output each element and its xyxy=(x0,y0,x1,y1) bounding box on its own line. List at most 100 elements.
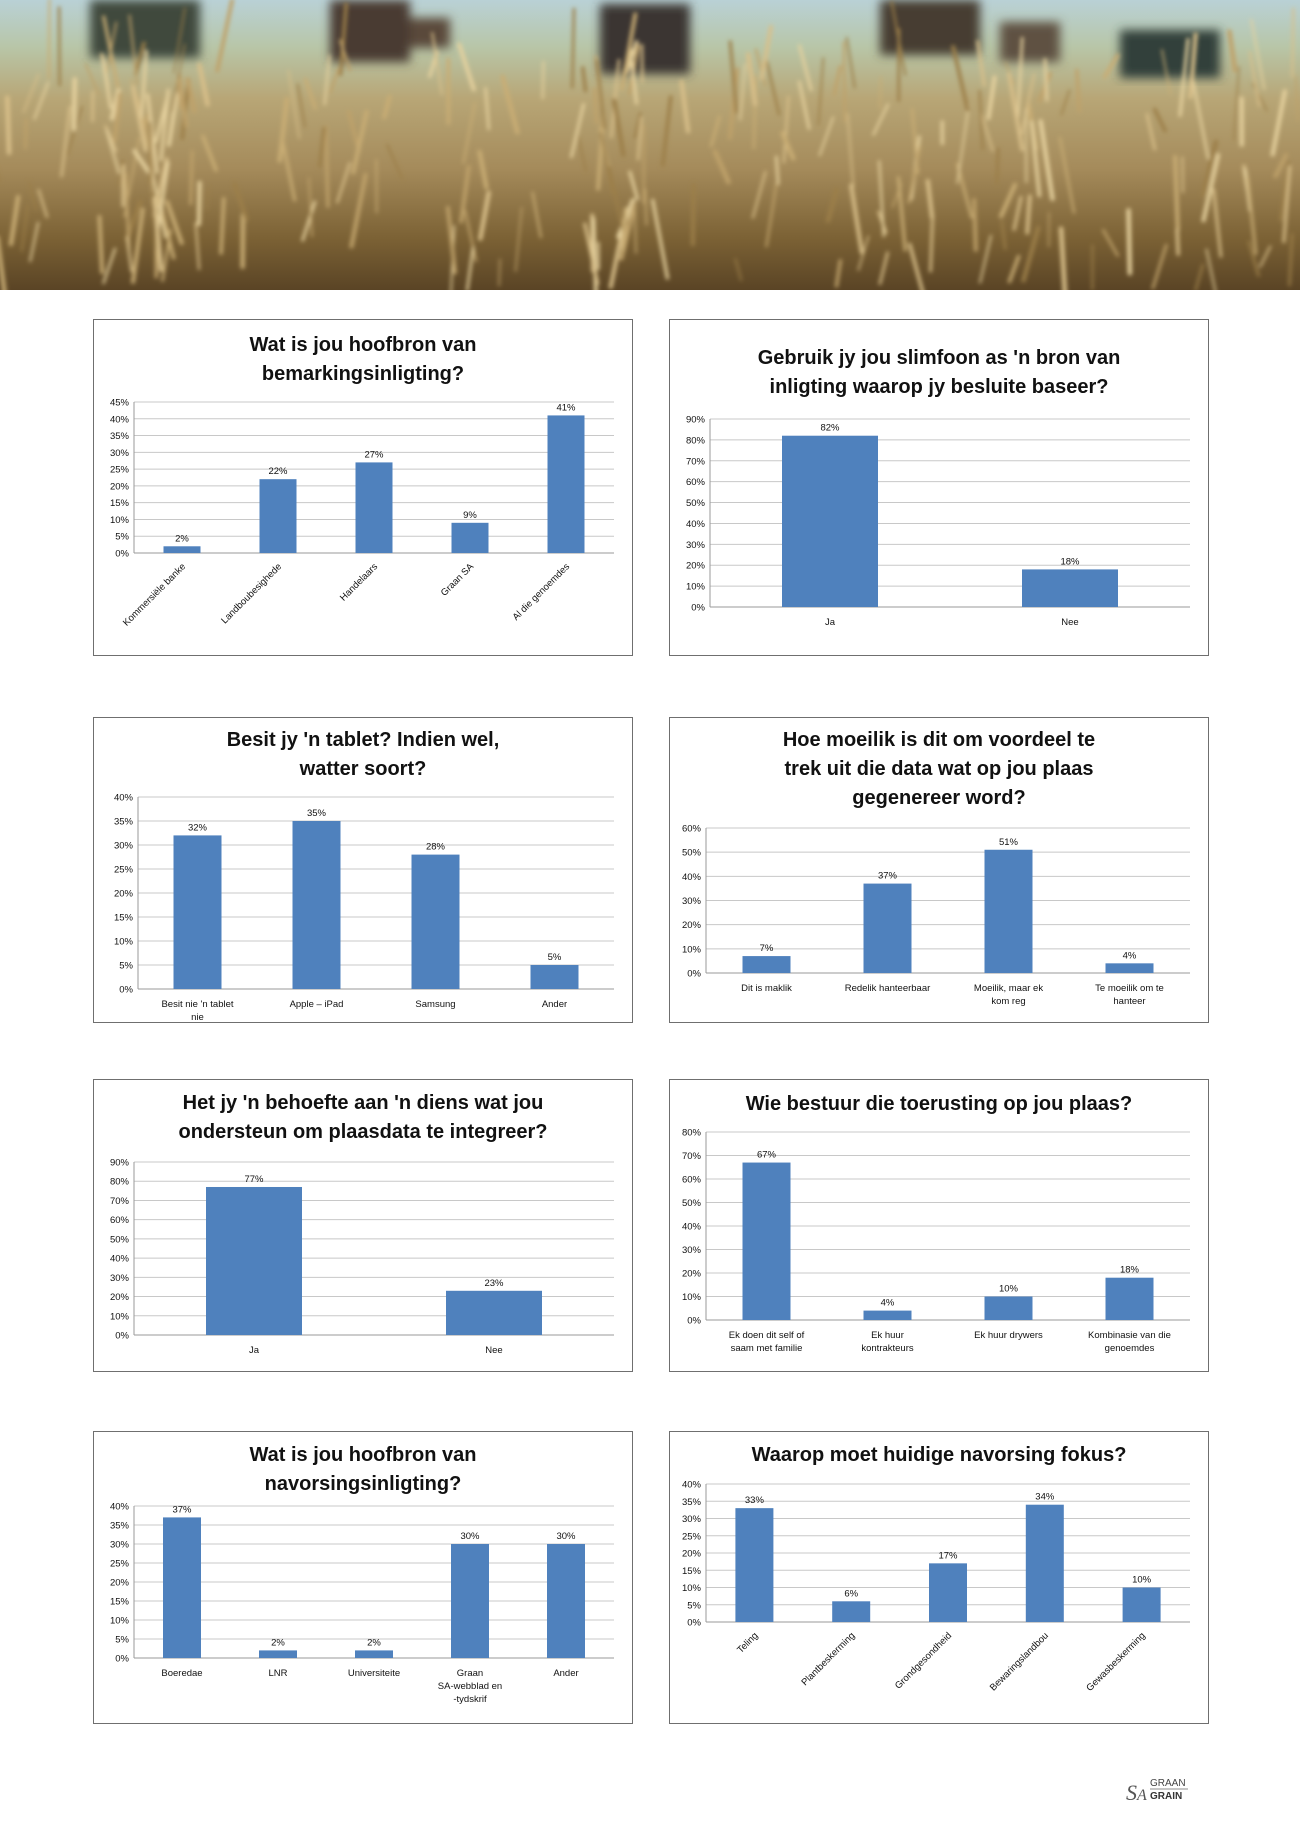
bar xyxy=(547,1544,585,1658)
y-tick-label: 30% xyxy=(682,1514,702,1525)
x-category-label: Samsung xyxy=(415,999,455,1010)
data-label: 18% xyxy=(1120,1265,1140,1276)
wheat-stalk xyxy=(644,188,648,226)
graan-sa-logo: S A GRAAN GRAIN xyxy=(1124,1772,1194,1806)
chart-equipment-management: 0% 10% 20% 30% 40% 50% 60% 70% 80% 67% Ek doen dit… xyxy=(669,1079,1209,1372)
wheat-stalk xyxy=(1126,208,1132,276)
x-category-label: Te moeilik om te hanteer xyxy=(1095,983,1164,1007)
y-tick-label: 10% xyxy=(110,1311,130,1322)
wheat-stalk xyxy=(1024,108,1028,184)
data-label: 34% xyxy=(1035,1492,1055,1503)
wheat-stalk xyxy=(1161,49,1172,95)
wheat-stalk xyxy=(1233,66,1240,141)
chart-0-plot: 0% 5% 10% 15% 20% 25% 30% 35% 40% 45% 2% Kommersiël… xyxy=(110,398,614,628)
bar xyxy=(929,1563,967,1622)
x-category-label: Nee xyxy=(1061,617,1078,628)
wheat-stalk xyxy=(336,161,351,204)
y-tick-label: 20% xyxy=(110,1578,130,1589)
x-category-label: Al die genoemdes xyxy=(511,561,573,623)
wheat-stalk xyxy=(33,81,50,120)
wheat-stalk xyxy=(1251,82,1268,112)
wheat-stalk xyxy=(1151,243,1168,290)
y-tick-label: 70% xyxy=(682,1151,702,1162)
wheat-stalk xyxy=(446,205,457,275)
chart-title: Gebruik jy jou slimfoon as 'n bron van i… xyxy=(757,347,1121,398)
y-tick-label: 15% xyxy=(110,498,130,509)
x-category-label: Boeredae xyxy=(161,1668,202,1679)
x-category-label: LNR xyxy=(268,1668,287,1679)
svg-text:GRAAN: GRAAN xyxy=(1150,1778,1186,1789)
wheat-stalk xyxy=(976,40,986,87)
bar xyxy=(735,1508,774,1622)
data-label: 67% xyxy=(757,1150,777,1161)
harvester-silhouettes xyxy=(90,0,1220,78)
y-tick-label: 0% xyxy=(687,1618,701,1629)
wheat-stalk xyxy=(47,0,51,80)
wheat-stalk xyxy=(1038,119,1055,202)
wheat-stalk xyxy=(879,75,882,110)
x-category-label: Grondgesondheid xyxy=(893,1630,954,1691)
chart-3-plot: 0% 10% 20% 30% 40% 50% 60% 7% Dit is maklik 37% Re… xyxy=(682,824,1190,1007)
y-tick-label: 80% xyxy=(110,1177,130,1188)
wheat-stalk xyxy=(1250,18,1266,90)
y-tick-label: 40% xyxy=(682,1480,702,1491)
x-category-label: Apple – iPad xyxy=(290,999,344,1010)
wheat-stalk xyxy=(462,102,476,164)
wheat-stalk xyxy=(206,186,209,210)
bar xyxy=(742,956,791,973)
y-tick-label: 10% xyxy=(114,937,134,948)
data-label: 28% xyxy=(426,842,446,853)
data-label: 30% xyxy=(460,1531,480,1542)
wheat-stalk xyxy=(97,214,105,275)
wheat-stalk xyxy=(185,77,197,114)
wheat-stalk xyxy=(596,113,606,191)
data-label: 51% xyxy=(999,837,1019,848)
chart-farm-data-difficulty: 0% 10% 20% 30% 40% 50% 60% 7% Dit is maklik 37% Re… xyxy=(669,717,1209,1023)
wheat-stalk xyxy=(329,68,340,95)
data-label: 10% xyxy=(999,1284,1019,1295)
wheat-stalk xyxy=(583,222,600,286)
wheat-stalk xyxy=(577,134,587,172)
y-tick-label: 30% xyxy=(114,841,134,852)
wheat-stalk xyxy=(541,60,545,100)
data-label: 82% xyxy=(820,423,840,434)
y-tick-label: 20% xyxy=(110,1292,130,1303)
y-tick-label: 15% xyxy=(110,1597,130,1608)
wheat-stalk xyxy=(818,116,835,157)
data-label: 18% xyxy=(1060,556,1080,567)
wheat-stalk xyxy=(1007,254,1021,284)
wheat-stalk xyxy=(301,200,317,242)
wheat-stalk xyxy=(457,42,476,92)
bar xyxy=(863,883,912,973)
hero-photo-art xyxy=(0,0,1299,290)
y-tick-label: 0% xyxy=(691,603,705,614)
wheat-stalk xyxy=(281,141,297,202)
y-tick-label: 5% xyxy=(115,1635,129,1646)
data-label: 41% xyxy=(556,402,576,413)
y-tick-label: 50% xyxy=(686,498,706,509)
wheat-stalk xyxy=(1152,107,1167,133)
bar xyxy=(163,546,201,553)
y-tick-label: 70% xyxy=(110,1196,130,1207)
wheat-stalk xyxy=(22,73,40,113)
bar xyxy=(206,1186,302,1335)
bar xyxy=(355,462,393,553)
svg-text:S: S xyxy=(1126,1780,1137,1805)
wheat-stalk xyxy=(628,170,640,201)
bar xyxy=(1105,1277,1154,1320)
wheat-stalk xyxy=(5,95,12,156)
x-category-label: Nee xyxy=(485,1345,502,1356)
wheat-stalk xyxy=(998,182,1018,219)
data-label: 7% xyxy=(760,943,774,954)
wheat-stalk xyxy=(1173,154,1180,231)
wheat-stalk xyxy=(1200,139,1219,198)
data-label: 9% xyxy=(463,510,477,521)
y-tick-label: 35% xyxy=(114,817,134,828)
wheat-stalk xyxy=(826,186,839,223)
y-tick-label: 50% xyxy=(682,1198,702,1209)
wheat-stalk xyxy=(165,199,184,245)
data-label: 6% xyxy=(844,1588,858,1599)
y-tick-label: 0% xyxy=(115,1654,129,1665)
y-tick-label: 25% xyxy=(110,465,130,476)
data-label: 22% xyxy=(268,466,288,477)
